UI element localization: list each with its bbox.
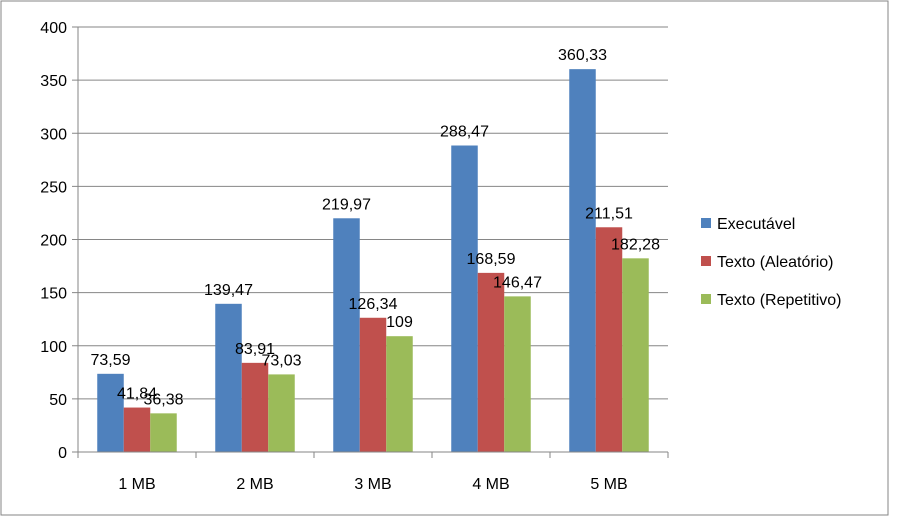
data-label: 288,47: [440, 124, 489, 141]
data-label: 73,59: [90, 352, 130, 369]
legend-label: Executável: [717, 216, 795, 233]
y-tick-label: 0: [58, 445, 67, 462]
data-label: 182,28: [611, 236, 660, 253]
data-label: 109: [386, 314, 413, 331]
bar: [97, 373, 124, 452]
data-label: 168,59: [467, 251, 516, 268]
bar: [477, 272, 505, 452]
y-tick-label: 400: [40, 20, 67, 37]
x-tick-label: 4 MB: [472, 476, 509, 493]
y-tick-label: 200: [40, 233, 67, 250]
bar: [451, 145, 478, 453]
bar: [333, 218, 360, 452]
x-tick-label: 1 MB: [118, 476, 155, 493]
bars: [97, 69, 649, 453]
x-tick-label: 2 MB: [236, 476, 273, 493]
y-tick-label: 150: [40, 286, 67, 303]
bar: [123, 407, 151, 452]
data-label: 83,91: [235, 341, 275, 358]
bar: [150, 413, 177, 452]
data-label: 36,38: [143, 391, 183, 408]
legend-label: Texto (Aleatório): [717, 254, 834, 271]
legend: Executável Texto (Aleatório) Texto (Repeti…: [701, 216, 842, 309]
data-label: 139,47: [204, 282, 253, 299]
x-tick-label: 3 MB: [354, 476, 391, 493]
x-tick-label: 5 MB: [590, 476, 627, 493]
bar: [622, 258, 649, 452]
data-label: 41,84: [117, 386, 157, 403]
bar: [268, 374, 295, 452]
legend-swatch: [701, 256, 711, 266]
y-tick-label: 350: [40, 73, 67, 90]
bar: [241, 362, 269, 452]
bar: [359, 317, 387, 452]
bar: [386, 336, 413, 452]
bar: [595, 227, 623, 452]
bar: [569, 69, 596, 452]
data-label: 146,47: [493, 274, 542, 291]
data-label: 360,33: [558, 47, 607, 64]
data-label: 126,34: [349, 296, 398, 313]
bar: [504, 296, 531, 452]
data-label: 219,97: [322, 196, 371, 213]
y-tick-label: 250: [40, 179, 67, 196]
y-tick-label: 100: [40, 339, 67, 356]
bar: [215, 303, 242, 452]
y-tick-label: 50: [49, 392, 67, 409]
legend-swatch: [701, 218, 711, 228]
data-label: 211,51: [585, 205, 633, 222]
axes: 0 50 100 150 200 250 300 350 400 1 MB 2 MB 3 MB 4 MB…: [40, 20, 669, 493]
y-tick-label: 300: [40, 126, 67, 143]
legend-label: Texto (Repetitivo): [717, 292, 842, 309]
legend-swatch: [701, 294, 711, 304]
data-label: 73,03: [261, 352, 301, 369]
